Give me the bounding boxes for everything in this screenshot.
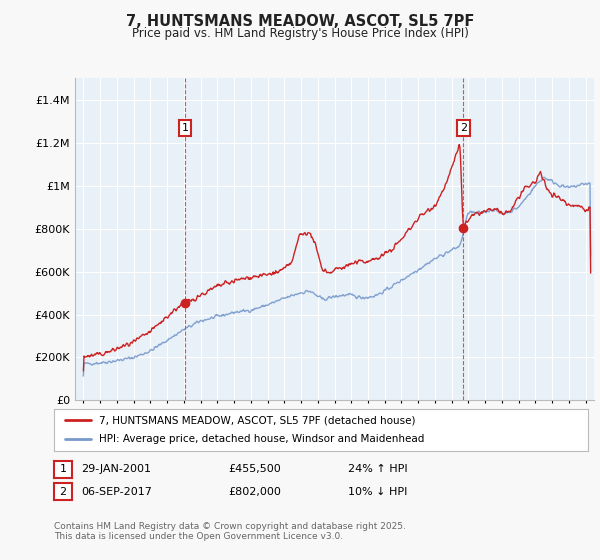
- Text: £455,500: £455,500: [228, 464, 281, 474]
- Text: 2: 2: [460, 123, 467, 133]
- Text: 29-JAN-2001: 29-JAN-2001: [81, 464, 151, 474]
- Text: Contains HM Land Registry data © Crown copyright and database right 2025.
This d: Contains HM Land Registry data © Crown c…: [54, 522, 406, 542]
- Text: 06-SEP-2017: 06-SEP-2017: [81, 487, 152, 497]
- Text: 24% ↑ HPI: 24% ↑ HPI: [348, 464, 407, 474]
- Text: 7, HUNTSMANS MEADOW, ASCOT, SL5 7PF: 7, HUNTSMANS MEADOW, ASCOT, SL5 7PF: [126, 14, 474, 29]
- Text: 7, HUNTSMANS MEADOW, ASCOT, SL5 7PF (detached house): 7, HUNTSMANS MEADOW, ASCOT, SL5 7PF (det…: [100, 415, 416, 425]
- Text: £802,000: £802,000: [228, 487, 281, 497]
- Text: 1: 1: [182, 123, 188, 133]
- Text: 1: 1: [59, 464, 67, 474]
- Text: Price paid vs. HM Land Registry's House Price Index (HPI): Price paid vs. HM Land Registry's House …: [131, 27, 469, 40]
- Text: 10% ↓ HPI: 10% ↓ HPI: [348, 487, 407, 497]
- Text: HPI: Average price, detached house, Windsor and Maidenhead: HPI: Average price, detached house, Wind…: [100, 435, 425, 445]
- Text: 2: 2: [59, 487, 67, 497]
